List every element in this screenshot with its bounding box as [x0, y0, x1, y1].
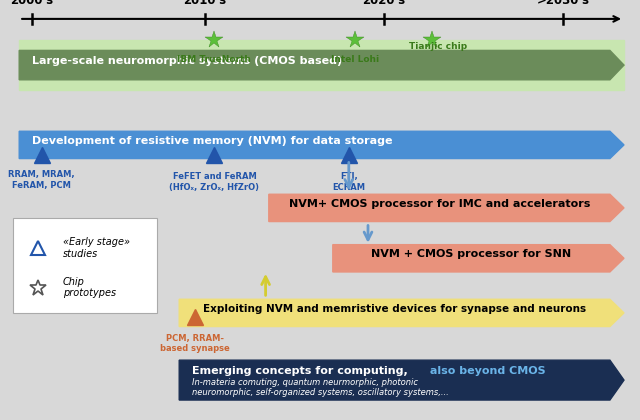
Text: 2010's: 2010's: [183, 0, 227, 7]
Polygon shape: [19, 50, 624, 80]
FancyBboxPatch shape: [13, 218, 157, 313]
Text: Tianjic chip: Tianjic chip: [410, 42, 467, 51]
Text: FeFET and FeRAM
(HfOₓ, ZrOₓ, HfZrO): FeFET and FeRAM (HfOₓ, ZrOₓ, HfZrO): [170, 172, 259, 192]
Text: IBM TrueNorth: IBM TrueNorth: [177, 55, 252, 63]
Text: 2020's: 2020's: [362, 0, 406, 7]
Text: Large-scale neuromorphic systems (CMOS based): Large-scale neuromorphic systems (CMOS b…: [32, 56, 342, 66]
Text: NVM+ CMOS processor for IMC and accelerators: NVM+ CMOS processor for IMC and accelera…: [289, 199, 590, 209]
Text: NVM + CMOS processor for SNN: NVM + CMOS processor for SNN: [371, 249, 572, 259]
Text: FTJ,
ECRAM: FTJ, ECRAM: [332, 172, 365, 192]
Text: «Early stage»
studies: «Early stage» studies: [63, 237, 130, 259]
Text: >2030's: >2030's: [537, 0, 589, 7]
Text: Development of resistive memory (NVM) for data storage: Development of resistive memory (NVM) fo…: [32, 136, 392, 146]
Polygon shape: [179, 299, 624, 327]
Text: also beyond CMOS: also beyond CMOS: [426, 366, 545, 376]
Text: Intel Lohi: Intel Lohi: [331, 55, 380, 63]
Bar: [19, 40, 624, 90]
Text: Emerging concepts for computing,: Emerging concepts for computing,: [192, 366, 408, 376]
Polygon shape: [179, 360, 624, 400]
Text: 2000's: 2000's: [10, 0, 54, 7]
Polygon shape: [333, 244, 624, 272]
Text: Exploiting NVM and memristive devices for synapse and neurons: Exploiting NVM and memristive devices fo…: [203, 304, 586, 314]
Text: Chip
prototypes: Chip prototypes: [63, 277, 116, 299]
Text: PCM, RRAM-
based synapse: PCM, RRAM- based synapse: [161, 334, 230, 353]
Text: In-materia comuting, quantum neurmorphic, photonic
neuromorphic, self-organized : In-materia comuting, quantum neurmorphic…: [192, 378, 449, 397]
Text: RRAM, MRAM,
FeRAM, PCM: RRAM, MRAM, FeRAM, PCM: [8, 170, 75, 189]
Polygon shape: [19, 131, 624, 158]
Polygon shape: [269, 194, 624, 221]
